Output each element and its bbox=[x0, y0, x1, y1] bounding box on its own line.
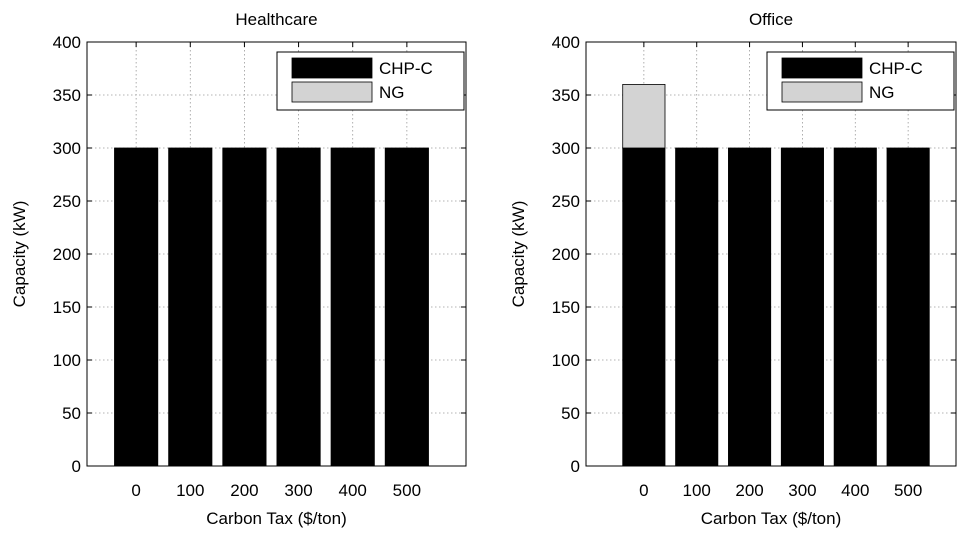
y-tick-label: 250 bbox=[53, 192, 81, 211]
x-tick-label: 500 bbox=[393, 481, 421, 500]
legend-swatch-chp-c bbox=[781, 57, 863, 79]
bar-chp-c-0 bbox=[114, 147, 159, 467]
y-tick-label: 200 bbox=[53, 245, 81, 264]
y-tick-label: 150 bbox=[552, 298, 580, 317]
y-axis-label: Capacity (kW) bbox=[10, 201, 29, 308]
bar-chp-c-400 bbox=[833, 147, 877, 467]
y-tick-label: 100 bbox=[53, 351, 81, 370]
bar-chp-c-400 bbox=[330, 147, 375, 467]
legend: CHP-C NG bbox=[276, 51, 465, 111]
y-tick-label: 100 bbox=[552, 351, 580, 370]
bar-chp-c-100 bbox=[675, 147, 719, 467]
x-tick-label: 200 bbox=[230, 481, 258, 500]
x-tick-label: 300 bbox=[284, 481, 312, 500]
bar-chp-c-200 bbox=[222, 147, 267, 467]
chart-panel-1: 0 50 100 150 200 250 300 350 400 0 100 200 300 400 500… bbox=[10, 10, 467, 528]
y-tick-label: 300 bbox=[53, 139, 81, 158]
y-tick-label: 50 bbox=[62, 404, 81, 423]
legend-label-ng: NG bbox=[379, 83, 405, 102]
x-tick-label: 400 bbox=[841, 481, 869, 500]
legend-swatch-ng bbox=[291, 81, 373, 103]
chart-title: Healthcare bbox=[235, 10, 317, 29]
x-tick-label: 300 bbox=[788, 481, 816, 500]
y-tick-label: 50 bbox=[561, 404, 580, 423]
bar-chp-c-0 bbox=[622, 147, 666, 467]
x-tick-label: 0 bbox=[131, 481, 140, 500]
chart-panel-2: 0 50 100 150 200 250 300 350 400 0 100 200 300 400 500… bbox=[509, 10, 957, 528]
x-tick-label: 100 bbox=[176, 481, 204, 500]
y-tick-label: 300 bbox=[552, 139, 580, 158]
y-tick-label: 0 bbox=[72, 457, 81, 476]
y-tick-label: 400 bbox=[53, 33, 81, 52]
legend-swatch-chp-c bbox=[291, 57, 373, 79]
bar-chp-c-200 bbox=[728, 147, 772, 467]
legend-label-chp-c: CHP-C bbox=[379, 59, 433, 78]
legend-label-ng: NG bbox=[869, 83, 895, 102]
y-tick-label: 150 bbox=[53, 298, 81, 317]
bar-chp-c-100 bbox=[168, 147, 213, 467]
chart-title: Office bbox=[749, 10, 793, 29]
x-tick-label: 0 bbox=[639, 481, 648, 500]
bar-chp-c-300 bbox=[276, 147, 321, 467]
y-tick-label: 0 bbox=[571, 457, 580, 476]
y-axis-label: Capacity (kW) bbox=[509, 201, 528, 308]
x-tick-label: 500 bbox=[894, 481, 922, 500]
x-tick-label: 400 bbox=[339, 481, 367, 500]
x-axis-label: Carbon Tax ($/ton) bbox=[701, 509, 841, 528]
bar-chp-c-500 bbox=[384, 147, 429, 467]
bar-chp-c-500 bbox=[886, 147, 930, 467]
bar-ng-0 bbox=[622, 84, 666, 149]
y-tick-label: 350 bbox=[552, 86, 580, 105]
legend: CHP-C NG bbox=[766, 51, 955, 111]
x-tick-label: 100 bbox=[683, 481, 711, 500]
bar-chp-c-300 bbox=[780, 147, 824, 467]
x-axis-label: Carbon Tax ($/ton) bbox=[206, 509, 346, 528]
x-tick-label: 200 bbox=[735, 481, 763, 500]
y-tick-label: 400 bbox=[552, 33, 580, 52]
y-tick-label: 250 bbox=[552, 192, 580, 211]
legend-label-chp-c: CHP-C bbox=[869, 59, 923, 78]
y-tick-label: 350 bbox=[53, 86, 81, 105]
y-tick-label: 200 bbox=[552, 245, 580, 264]
legend-swatch-ng bbox=[781, 81, 863, 103]
